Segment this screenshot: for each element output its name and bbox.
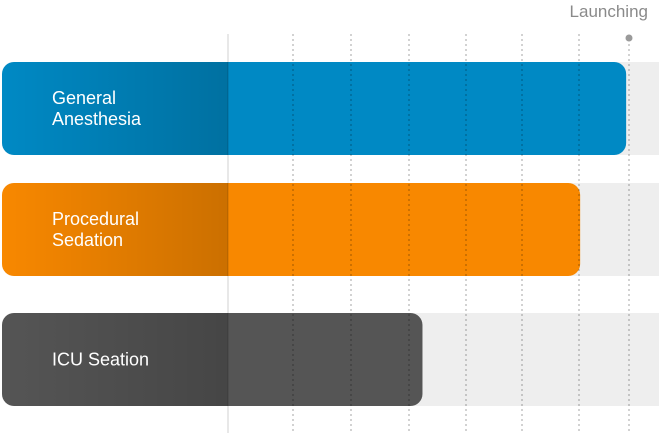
bar-label: General Anesthesia (52, 88, 142, 129)
bar-label-shade (2, 313, 228, 406)
launch-marker-dot (625, 34, 633, 42)
bar-label-shade (2, 62, 228, 155)
bar-labels: General Anesthesia Procedural Sedation ICU S… (52, 88, 149, 370)
bars (2, 62, 627, 406)
bar-label: ICU Seation (52, 350, 149, 370)
launching-label: Launching (570, 2, 648, 21)
bar-label-shade (2, 183, 228, 276)
bar-label: Procedural Sedation (52, 209, 139, 250)
grid-lines (227, 34, 630, 433)
